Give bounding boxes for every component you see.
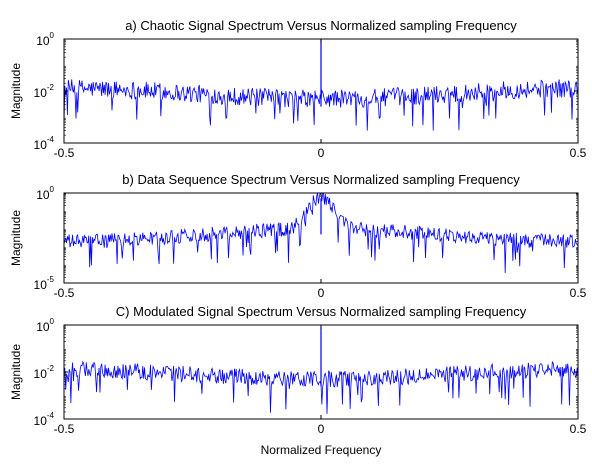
y-tick-label: 10-5 bbox=[34, 275, 55, 292]
y-tick-exp: 0 bbox=[50, 31, 55, 40]
y-tick-base: 10 bbox=[36, 320, 50, 334]
y-tick-exp: -4 bbox=[47, 411, 55, 420]
chart-title: b) Data Sequence Spectrum Versus Normali… bbox=[122, 172, 520, 187]
y-tick-exp: -5 bbox=[47, 275, 55, 284]
y-tick-base: 10 bbox=[34, 367, 48, 381]
y-tick-label: 100 bbox=[36, 31, 54, 48]
x-tick-label: 0.5 bbox=[570, 422, 587, 436]
y-tick-base: 10 bbox=[34, 86, 48, 100]
x-tick-label: 0 bbox=[318, 286, 325, 300]
y-tick-label: 10-4 bbox=[34, 411, 55, 428]
y-tick-exp: 0 bbox=[50, 185, 55, 194]
x-axis-label: Normalized Frequency bbox=[261, 443, 382, 457]
y-tick-exp: -2 bbox=[47, 83, 55, 92]
y-tick-label: 10-2 bbox=[34, 83, 55, 100]
y-tick-exp: -2 bbox=[47, 364, 55, 373]
chart-title: C) Modulated Signal Spectrum Versus Norm… bbox=[116, 304, 527, 319]
x-tick-label: 0.5 bbox=[570, 286, 587, 300]
y-axis-label: Magnitude bbox=[9, 63, 23, 119]
y-tick-label: 100 bbox=[36, 185, 54, 202]
y-axis-label: Magnitude bbox=[9, 344, 23, 400]
y-tick-exp: 0 bbox=[50, 317, 55, 326]
y-tick-exp: -4 bbox=[47, 135, 55, 144]
x-tick-label: 0.5 bbox=[570, 146, 587, 160]
y-tick-base: 10 bbox=[34, 414, 48, 428]
y-tick-base: 10 bbox=[34, 138, 48, 152]
x-tick-label: 0 bbox=[318, 146, 325, 160]
panel-1: a) Chaotic Signal Spectrum Versus Normal… bbox=[9, 18, 587, 160]
y-tick-label: 10-2 bbox=[34, 364, 55, 381]
y-tick-label: 10-4 bbox=[34, 135, 55, 152]
y-axis-label: Magnitude bbox=[9, 210, 23, 266]
x-tick-label: -0.5 bbox=[54, 422, 75, 436]
y-tick-label: 100 bbox=[36, 317, 54, 334]
panel-2: b) Data Sequence Spectrum Versus Normali… bbox=[9, 172, 587, 300]
y-tick-base: 10 bbox=[36, 34, 50, 48]
chart-title: a) Chaotic Signal Spectrum Versus Normal… bbox=[125, 18, 517, 33]
y-tick-base: 10 bbox=[34, 278, 48, 292]
panel-3: C) Modulated Signal Spectrum Versus Norm… bbox=[9, 304, 587, 457]
y-tick-base: 10 bbox=[36, 188, 50, 202]
x-tick-label: 0 bbox=[318, 422, 325, 436]
x-tick-label: -0.5 bbox=[54, 286, 75, 300]
x-tick-label: -0.5 bbox=[54, 146, 75, 160]
